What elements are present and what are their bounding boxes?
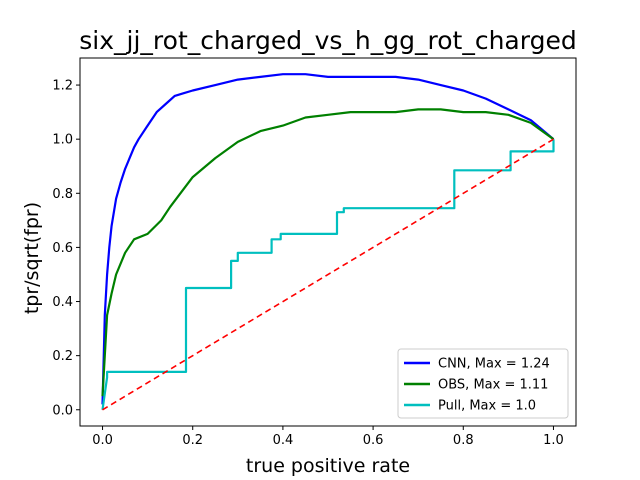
y-axis-label: tpr/sqrt(fpr) [21, 202, 43, 314]
y-tick-label: 0.6 [52, 241, 73, 256]
x-tick-label: 0.6 [363, 433, 384, 448]
chart-title: six_jj_rot_charged_vs_h_gg_rot_charged [79, 26, 576, 55]
pull-series-line [101, 139, 555, 410]
x-axis-label: true positive rate [246, 455, 410, 477]
x-tick-label: 0.0 [92, 433, 113, 448]
diagonal-reference-line [102, 138, 554, 411]
y-tick-label: 1.0 [52, 133, 73, 148]
x-tick-label: 0.8 [453, 433, 474, 448]
legend-entry-label: Pull, Max = 1.0 [438, 399, 536, 414]
y-tick-label: 0.2 [52, 349, 73, 364]
obs-series-line [101, 108, 555, 397]
series-group [101, 73, 555, 411]
legend-entry-label: CNN, Max = 1.24 [438, 357, 550, 372]
x-tick-label: 1.0 [543, 433, 564, 448]
y-tick-label: 1.2 [52, 79, 73, 94]
plot-area: 0.0 0.2 0.4 0.6 0.8 1.0 0.0 0.2 0.4 0.6 0.8 1.0 1.2 C… [52, 57, 577, 448]
x-tick-label: 0.2 [182, 433, 203, 448]
legend-box [397, 348, 569, 419]
y-tick-label: 0.0 [52, 403, 73, 418]
axes-frame [79, 57, 577, 427]
x-tick-label: 0.4 [273, 433, 294, 448]
y-tick-label: 0.8 [52, 187, 73, 202]
legend: CNN, Max = 1.24 OBS, Max = 1.11 Pull, Max … [397, 348, 569, 419]
cnn-series-line [101, 73, 555, 405]
legend-entry-label: OBS, Max = 1.11 [438, 378, 548, 393]
y-tick-label: 0.4 [52, 295, 73, 310]
